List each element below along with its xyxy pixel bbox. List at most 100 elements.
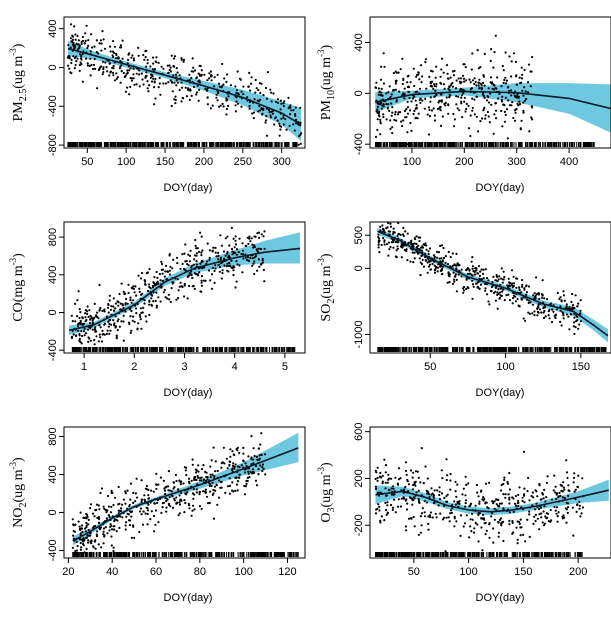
scatter-point	[82, 537, 85, 540]
scatter-point	[89, 326, 92, 329]
scatter-point	[480, 84, 483, 87]
scatter-point	[196, 274, 199, 277]
scatter-point	[140, 500, 143, 504]
scatter-point	[236, 263, 239, 266]
scatter-point	[262, 94, 265, 97]
scatter-point	[242, 85, 245, 88]
scatter-point	[166, 64, 169, 67]
scatter-point	[554, 313, 557, 316]
scatter-point	[112, 51, 116, 55]
scatter-point	[455, 290, 458, 293]
scatter-point	[125, 72, 128, 75]
scatter-point	[421, 99, 424, 102]
scatter-point	[154, 60, 157, 63]
scatter-point	[133, 83, 136, 86]
scatter-point	[391, 131, 394, 135]
scatter-point	[79, 528, 82, 532]
scatter-point	[80, 567, 82, 569]
scatter-point	[254, 255, 258, 258]
scatter-point	[257, 473, 260, 476]
scatter-point	[442, 256, 446, 260]
scatter-point	[98, 283, 101, 286]
x-tick-label: 50	[81, 156, 93, 168]
scatter-point	[262, 235, 265, 238]
scatter-point	[423, 243, 426, 247]
scatter-point	[408, 96, 411, 100]
scatter-point	[535, 276, 538, 279]
scatter-point	[419, 246, 422, 249]
scatter-point	[496, 280, 499, 283]
scatter-point	[227, 104, 230, 108]
scatter-point	[282, 104, 285, 108]
scatter-point	[257, 258, 260, 261]
scatter-point	[175, 502, 178, 505]
scatter-point	[257, 231, 261, 234]
scatter-point	[467, 104, 470, 107]
scatter-point	[273, 123, 276, 126]
scatter-point	[74, 33, 77, 36]
scatter-points	[66, 23, 303, 148]
scatter-point	[484, 268, 487, 271]
scatter-point	[251, 112, 254, 115]
scatter-point	[155, 483, 158, 486]
scatter-point	[449, 512, 452, 515]
scatter-point	[523, 501, 526, 504]
scatter-point	[448, 281, 451, 284]
scatter-point	[522, 317, 525, 320]
scatter-point	[538, 297, 541, 301]
scatter-point	[232, 462, 235, 465]
scatter-point	[80, 330, 83, 333]
scatter-point	[504, 96, 507, 99]
scatter-point	[211, 493, 214, 496]
scatter-point	[497, 97, 500, 100]
scatter-point	[533, 292, 536, 295]
scatter-point	[405, 108, 408, 111]
scatter-point	[78, 334, 81, 337]
scatter-point	[568, 328, 571, 331]
scatter-point	[79, 541, 82, 545]
scatter-point	[103, 310, 106, 313]
scatter-point	[435, 65, 438, 68]
scatter-point	[195, 77, 198, 80]
scatter-point	[439, 75, 442, 78]
scatter-point	[222, 250, 226, 253]
scatter-point	[427, 153, 429, 155]
scatter-point	[218, 479, 221, 482]
scatter-point	[259, 464, 262, 467]
scatter-point	[97, 52, 100, 55]
scatter-point	[82, 542, 85, 546]
scatter-point	[383, 239, 386, 242]
scatter-point	[149, 76, 152, 79]
scatter-point	[190, 76, 193, 80]
scatter-point	[193, 272, 196, 275]
scatter-point	[476, 49, 479, 52]
scatter-point	[482, 268, 485, 271]
scatter-point	[186, 491, 189, 494]
scatter-point	[160, 268, 163, 271]
scatter-point	[113, 45, 116, 48]
scatter-point	[264, 121, 267, 124]
scatter-point	[219, 256, 223, 259]
scatter-point	[110, 535, 113, 538]
scatter-point	[188, 504, 191, 507]
scatter-point	[562, 294, 566, 297]
scatter-point	[552, 310, 555, 313]
scatter-point	[189, 89, 192, 92]
scatter-point	[212, 488, 215, 492]
scatter-point	[241, 271, 244, 274]
scatter-point	[228, 244, 231, 247]
scatter-point	[508, 488, 511, 491]
x-tick-label: 300	[272, 156, 290, 168]
scatter-point	[543, 505, 546, 508]
scatter-point	[498, 502, 502, 505]
x-tick-label: 120	[278, 566, 296, 578]
scatter-point	[223, 257, 226, 260]
scatter-point	[188, 507, 191, 510]
scatter-point	[254, 479, 258, 482]
x-tick-label: 100	[234, 566, 252, 578]
scatter-point	[419, 274, 422, 277]
scatter-point	[473, 82, 476, 86]
scatter-point	[206, 103, 209, 106]
